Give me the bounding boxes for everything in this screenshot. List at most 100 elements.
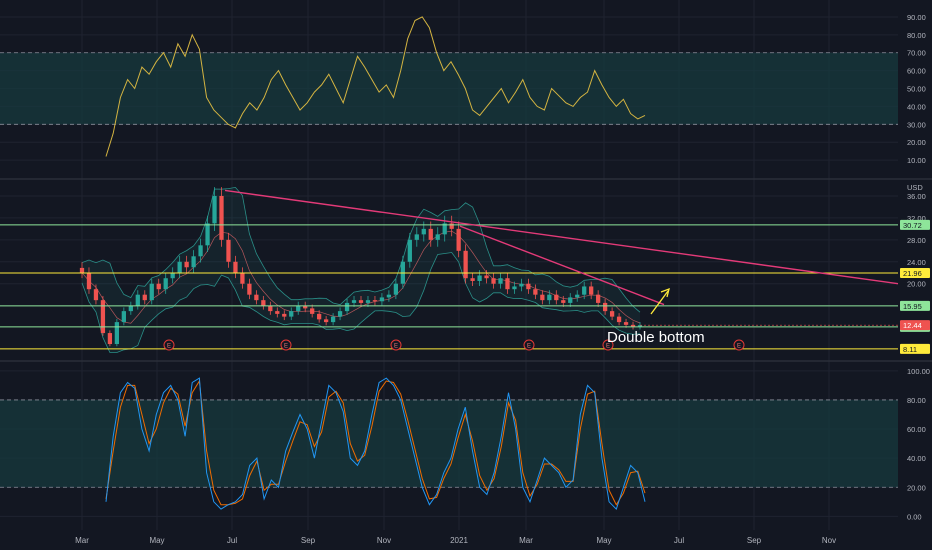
- candle-body: [456, 228, 461, 251]
- candle-body: [498, 278, 503, 284]
- earnings-marker-label: E: [284, 343, 288, 349]
- earnings-marker: [733, 339, 745, 351]
- rsi-tick-label: 60.00: [907, 67, 926, 76]
- candle-body: [282, 313, 287, 317]
- candle-body: [512, 286, 517, 290]
- candle-body: [365, 300, 371, 303]
- candle-body: [317, 313, 322, 320]
- candle-body: [205, 223, 210, 246]
- time-tick-label: May: [596, 536, 611, 545]
- candle-body: [358, 300, 364, 303]
- stochastic-tick-label: 40.00: [907, 454, 926, 463]
- stochastic-panel[interactable]: 100.00 80.00 60.00 40.00 20.00 0.00: [0, 367, 930, 522]
- candle-body: [637, 325, 643, 327]
- candle-body: [519, 283, 524, 287]
- candle-body: [407, 239, 412, 262]
- candle-body: [526, 283, 531, 290]
- candle-body: [484, 275, 489, 279]
- candle-body: [212, 195, 217, 224]
- candle-body: [386, 294, 392, 298]
- rsi-tick-label: 80.00: [907, 31, 926, 40]
- candle-body: [547, 294, 552, 301]
- bollinger-upper: [81, 186, 641, 313]
- stochastic-tick-label: 100.00: [907, 367, 930, 376]
- candle-body: [233, 261, 238, 273]
- candle-body: [379, 297, 385, 302]
- level-price-label: 21.96: [903, 269, 922, 278]
- time-axis[interactable]: Mar May Jul Sep Nov 2021 Mar May Jul Sep Nov: [75, 536, 836, 545]
- time-tick-label: 2021: [450, 536, 468, 545]
- earnings-marker: [602, 339, 614, 351]
- rsi-tick-label: 10.00: [907, 156, 926, 165]
- candle-body: [616, 316, 622, 323]
- candle-body: [163, 278, 168, 290]
- candle-body: [219, 195, 224, 240]
- price-unit-label: USD: [907, 183, 923, 192]
- candle-body: [86, 272, 92, 290]
- stochastic-d-line: [105, 379, 646, 506]
- rsi-panel[interactable]: 90.00 80.00 70.00 60.00 50.00 40.00 30.00 20.00…: [0, 13, 926, 165]
- earnings-marker: [280, 339, 292, 351]
- stochastic-tick-label: 20.00: [907, 483, 926, 492]
- rsi-tick-label: 40.00: [907, 102, 926, 111]
- candle-body: [337, 311, 343, 317]
- candle-body: [289, 311, 294, 317]
- candle-body: [128, 305, 133, 312]
- candle-body: [303, 305, 308, 309]
- price-tick-label: 24.00: [907, 258, 926, 267]
- candle-body: [393, 283, 399, 295]
- rsi-tick-label: 70.00: [907, 49, 926, 58]
- rsi-tick-label: 50.00: [907, 85, 926, 94]
- candle-body: [135, 294, 140, 306]
- earnings-marker: [163, 339, 175, 351]
- candle-body: [344, 302, 350, 312]
- candle-body: [121, 311, 126, 323]
- candle-body: [247, 283, 252, 295]
- candle-body: [477, 275, 482, 281]
- level-price-tag: [900, 300, 930, 311]
- candle-body: [268, 305, 273, 312]
- candle-body: [191, 256, 196, 268]
- candle-body: [93, 289, 99, 301]
- rsi-tick-label: 20.00: [907, 138, 926, 147]
- candle-body: [275, 311, 280, 314]
- price-tick-label: 36.00: [907, 192, 926, 201]
- rsi-tick-label: 30.00: [907, 120, 926, 129]
- candle-body: [330, 316, 336, 323]
- candle-body: [582, 286, 587, 295]
- stochastic-axis: 100.00 80.00 60.00 40.00 20.00 0.00: [907, 367, 930, 522]
- candle-body: [630, 324, 636, 327]
- candle-body: [533, 289, 538, 295]
- time-tick-label: Sep: [747, 536, 762, 545]
- price-tick-label: 20.00: [907, 280, 926, 289]
- level-price-label: 30.72: [903, 221, 922, 230]
- candle-body: [351, 300, 357, 303]
- candle-body: [623, 322, 629, 325]
- candle-body: [296, 305, 301, 312]
- level-price-label: 15.95: [903, 302, 922, 311]
- stochastic-tick-label: 60.00: [907, 425, 926, 434]
- candle-body: [435, 234, 440, 240]
- candle-body: [575, 294, 580, 298]
- candle-body: [156, 283, 161, 290]
- trendline-short: [459, 225, 665, 306]
- candle-body: [470, 278, 475, 281]
- candle-body: [107, 333, 113, 345]
- candle-body: [421, 228, 426, 235]
- double-bottom-arrow: [650, 287, 670, 315]
- time-tick-label: Sep: [301, 536, 316, 545]
- candle-body: [149, 283, 154, 301]
- candle-body: [79, 267, 85, 273]
- earnings-marker: [523, 339, 535, 351]
- rsi-tick-label: 90.00: [907, 13, 926, 22]
- candle-body: [428, 228, 433, 240]
- candle-body: [596, 294, 601, 303]
- candle-body: [177, 261, 182, 273]
- candle-body: [554, 294, 559, 301]
- candle-body: [609, 311, 615, 317]
- time-tick-label: Jul: [227, 536, 237, 545]
